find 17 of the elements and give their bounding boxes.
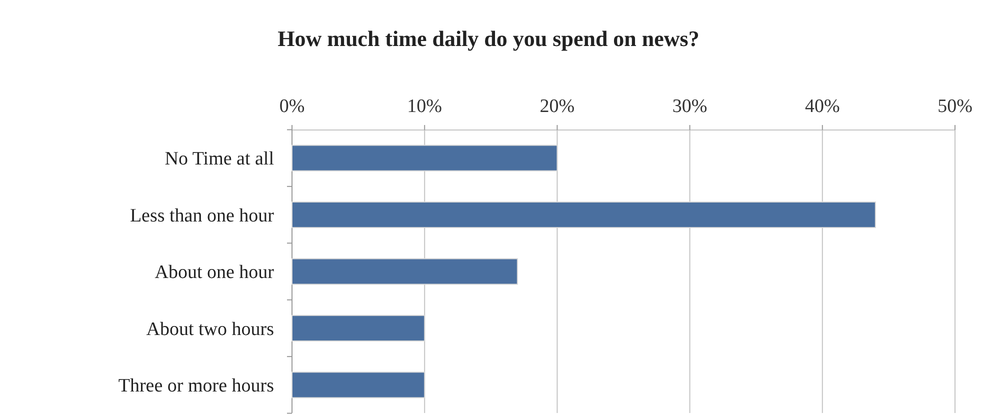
- chart-title: How much time daily do you spend on news?: [278, 26, 700, 51]
- bar: [292, 258, 518, 285]
- y-tick-label: Less than one hour: [130, 205, 275, 226]
- x-tick-label: 30%: [672, 96, 708, 117]
- bar: [292, 144, 558, 172]
- y-tick-label: Three or more hours: [118, 376, 274, 397]
- x-tick-label: 0%: [279, 96, 305, 117]
- x-tick-label: 20%: [540, 96, 575, 117]
- bar: [292, 314, 426, 342]
- y-tick-label: About one hour: [154, 262, 275, 284]
- y-tick-label: No Time at all: [164, 148, 274, 170]
- x-tick-label: 50%: [938, 96, 973, 117]
- x-tick-label: 10%: [407, 96, 442, 117]
- y-tick-label: About two hours: [146, 318, 274, 340]
- bar: [292, 372, 426, 398]
- bar: [292, 202, 876, 228]
- x-tick-label: 40%: [804, 96, 840, 117]
